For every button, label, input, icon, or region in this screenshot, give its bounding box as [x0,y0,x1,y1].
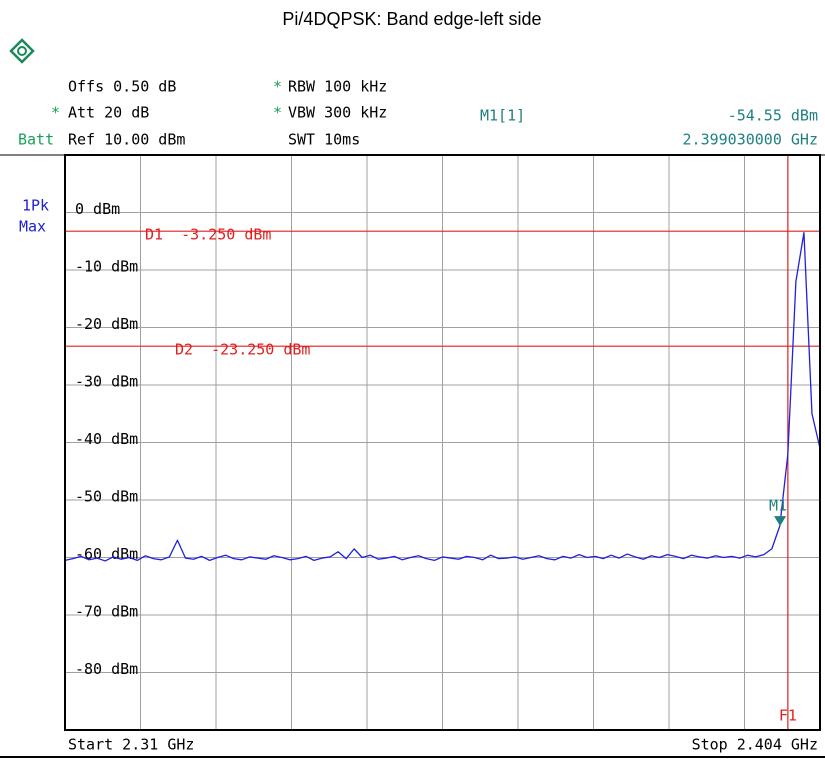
reference-level: Ref 10.00 dBm [68,131,185,149]
trace [64,231,821,562]
y-tick-label: -70 dBm [75,603,138,621]
att-star: * [51,104,60,122]
sweep-time: SWT 10ms [288,131,360,149]
y-tick-label: -80 dBm [75,660,138,678]
plot-area: 0 dBm -10 dBm -20 dBm -30 dBm -40 dBm -50 dBm… [64,155,821,730]
marker-frequency: 2.399030000 GHz [683,131,818,149]
detector: 1Pk [22,197,49,215]
logo [9,38,35,64]
vbw: VBW 300 kHz [288,104,387,122]
vbw-star: * [273,104,282,122]
battery: Batt [18,131,54,149]
y-tick-label: -10 dBm [75,258,138,276]
marker-name: M1[1] [480,107,525,125]
marker-level: -54.55 dBm [728,107,818,125]
threshold-label: D1 -3.250 dBm [145,226,271,244]
chart-title: Pi/4DQPSK: Band edge-left side [282,9,541,29]
start-frequency: Start 2.31 GHz [68,736,194,754]
y-tick-label: -20 dBm [75,315,138,333]
rbw: RBW 100 kHz [288,78,387,96]
offset: Offs 0.50 dB [68,78,176,96]
frequency-line-label: F1 [779,707,797,725]
y-tick-label: -50 dBm [75,488,138,506]
stop-frequency: Stop 2.404 GHz [692,736,818,754]
threshold-label: D2 -23.250 dBm [175,341,310,359]
marker [774,516,787,527]
attenuation: Att 20 dB [68,104,149,122]
rbw-star: * [273,78,282,96]
y-tick-label: -30 dBm [75,373,138,391]
trace-mode: Max [19,218,46,236]
y-tick-label: -40 dBm [75,430,138,448]
plot-frame [64,154,821,731]
marker-label: M1 [769,497,787,515]
y-tick-label: 0 dBm [75,200,120,218]
